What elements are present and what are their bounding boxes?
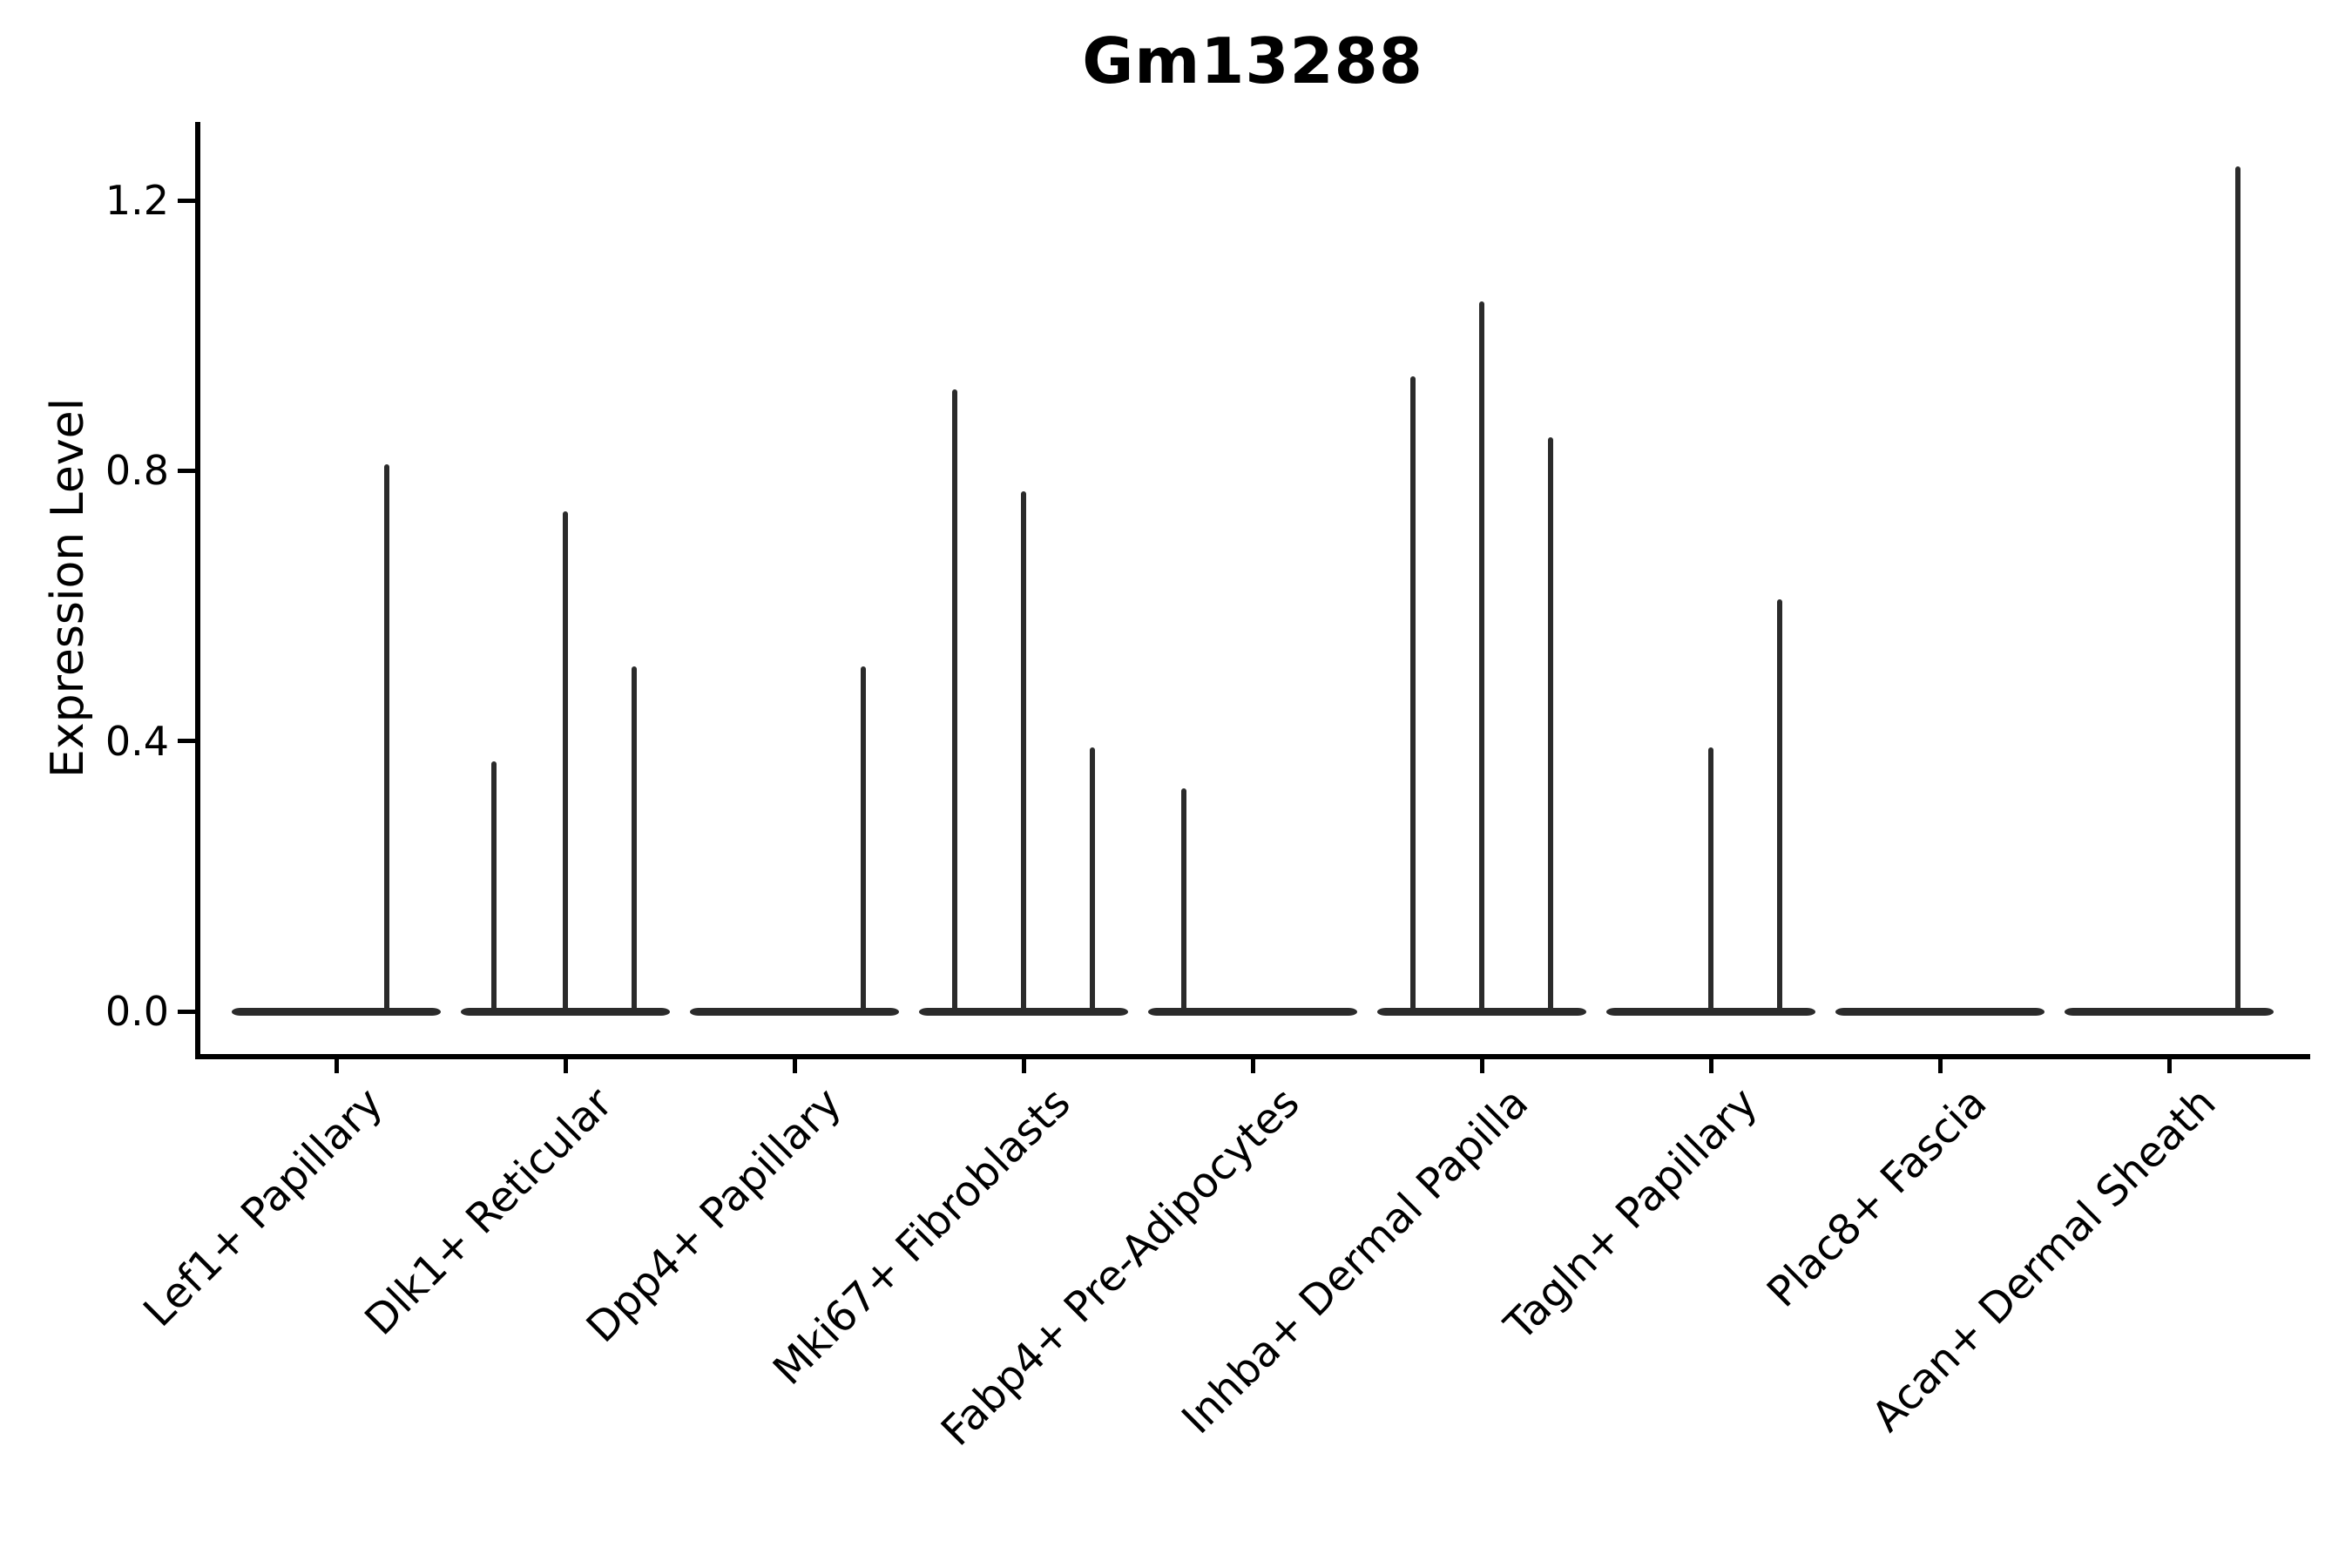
violin-baseline	[1606, 1007, 1815, 1016]
violin-baseline	[1835, 1007, 2044, 1016]
violin-spike	[563, 510, 568, 1011]
y-axis-spine	[195, 122, 200, 1059]
x-tick-label: Plac8+ Fascia	[1758, 1078, 1997, 1317]
violin-baseline	[2065, 1007, 2274, 1016]
x-tick	[1937, 1059, 1943, 1073]
violin-baseline	[690, 1007, 899, 1016]
x-tick	[1479, 1059, 1484, 1073]
violin-spike	[1547, 436, 1553, 1011]
x-tick	[2166, 1059, 2172, 1073]
violin-spike	[1776, 598, 1782, 1011]
violin-baseline	[919, 1007, 1128, 1016]
x-tick	[792, 1059, 797, 1073]
y-tick-label: 0.8	[105, 447, 169, 495]
x-tick	[334, 1059, 339, 1073]
y-tick-label: 0.4	[105, 717, 169, 765]
violin-spike	[2234, 166, 2240, 1011]
x-tick-label: Dlk1+ Reticular	[355, 1078, 622, 1345]
x-tick-label: Dpp4+ Papillary	[577, 1078, 851, 1353]
violin-baseline	[1377, 1007, 1586, 1016]
violin-spike	[1479, 301, 1484, 1011]
y-tick-label: 1.2	[105, 177, 169, 225]
x-tick	[1708, 1059, 1713, 1073]
violin-baseline	[232, 1007, 441, 1016]
violin-spike	[1410, 375, 1416, 1011]
violin-spike	[1089, 747, 1095, 1011]
plot-title: Gm13288	[1082, 24, 1423, 98]
x-axis-spine	[195, 1054, 2310, 1059]
x-tick	[1021, 1059, 1026, 1073]
y-tick	[178, 739, 195, 744]
violin-spike	[1181, 787, 1187, 1011]
y-tick	[178, 468, 195, 473]
violin-spike	[383, 463, 389, 1011]
x-tick-label: Tagln+ Papillary	[1495, 1078, 1767, 1350]
x-tick	[563, 1059, 568, 1073]
violin-spike	[860, 666, 866, 1011]
y-tick-label: 0.0	[105, 988, 169, 1035]
x-tick	[1250, 1059, 1255, 1073]
x-tick-label: Lef1+ Papillary	[134, 1078, 393, 1336]
violin-spike	[1021, 490, 1026, 1011]
violin-spike	[1708, 747, 1713, 1011]
y-tick	[178, 1009, 195, 1014]
violin-spike	[952, 389, 958, 1011]
y-tick	[178, 198, 195, 203]
violin-baseline	[461, 1007, 670, 1016]
violin-spike	[631, 666, 637, 1011]
violin-baseline	[1148, 1007, 1357, 1016]
violin-spike	[491, 760, 497, 1011]
